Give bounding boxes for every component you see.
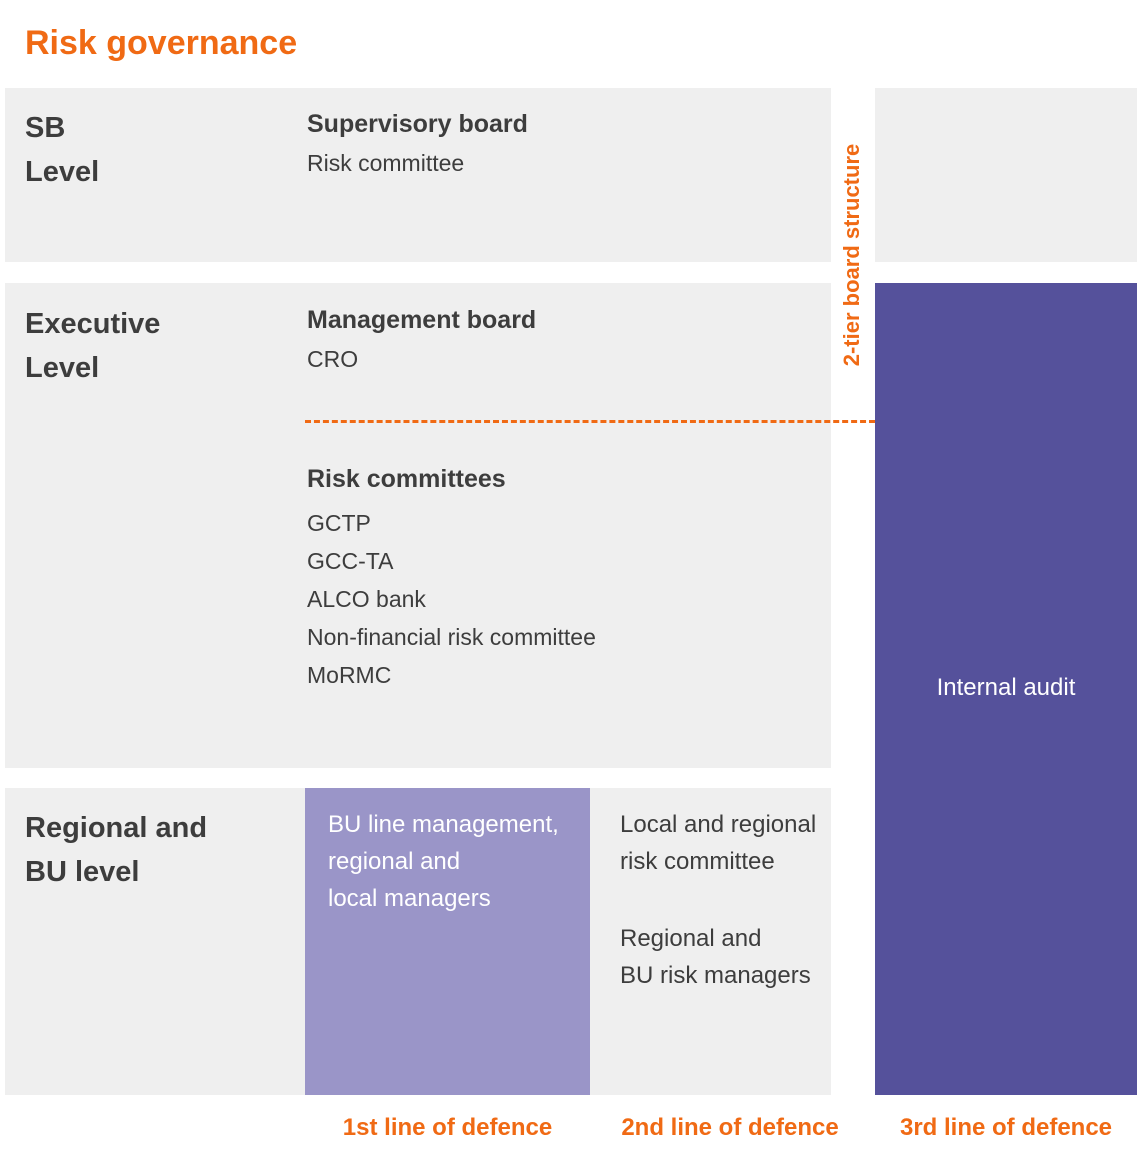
- committee-item: GCC-TA: [307, 548, 394, 574]
- bu-line-management-block: [305, 788, 590, 1095]
- risk-committees-heading: Risk committees: [307, 465, 506, 493]
- regional-bu-label-line1: Regional and: [25, 812, 208, 844]
- top-right-gray-block: [875, 88, 1137, 262]
- committee-item: Non-financial risk committee: [307, 624, 596, 650]
- bu-line-management-text: BU line management, regional and local m…: [328, 806, 559, 917]
- bu-risk-managers-line1: Regional and: [620, 925, 762, 952]
- sb-level-label: SB Level: [25, 106, 99, 194]
- sb-level-label-line1: SB: [25, 112, 66, 144]
- internal-audit-label: Internal audit: [936, 674, 1076, 701]
- executive-level-label-line2: Level: [25, 352, 100, 384]
- bu-line-management-line2: regional and: [328, 848, 461, 875]
- bu-line-management-line1: BU line management,: [328, 811, 559, 838]
- first-line-of-defence-label: 1st line of defence: [342, 1114, 553, 1141]
- management-board-heading: Management board: [307, 306, 537, 334]
- cro-text: CRO: [307, 346, 359, 372]
- bu-line-management-line3: local managers: [328, 885, 491, 912]
- local-regional-line2: risk committee: [620, 848, 775, 875]
- internal-audit-column: [875, 283, 1137, 1095]
- executive-level-band: [5, 283, 831, 768]
- committee-item: GCTP: [307, 510, 371, 536]
- risk-committees-list: Risk committees GCTP GCC-TA ALCO bank No…: [307, 465, 596, 694]
- sb-risk-committee-text: Risk committee: [307, 150, 465, 176]
- bu-risk-managers-line2: BU risk managers: [620, 962, 811, 989]
- local-regional-risk-committee-text: Local and regional risk committee: [620, 806, 816, 880]
- executive-level-label: Executive Level: [25, 302, 160, 390]
- two-tier-board-structure-label: 2-tier board structure: [839, 143, 864, 367]
- dashed-divider: [305, 420, 875, 423]
- page-title: Risk governance: [25, 24, 298, 62]
- sb-level-band: [5, 88, 831, 262]
- committee-item: ALCO bank: [307, 586, 426, 612]
- second-line-of-defence-label: 2nd line of defence: [621, 1114, 839, 1141]
- third-line-of-defence-label: 3rd line of defence: [899, 1114, 1113, 1141]
- regional-bu-risk-managers-text: Regional and BU risk managers: [620, 920, 811, 994]
- supervisory-board-heading: Supervisory board: [307, 110, 528, 138]
- committee-item: MoRMC: [307, 662, 392, 688]
- executive-level-label-line1: Executive: [25, 308, 161, 340]
- local-regional-line1: Local and regional: [620, 811, 817, 838]
- sb-level-label-line2: Level: [25, 156, 100, 188]
- regional-bu-label-line2: BU level: [25, 856, 140, 888]
- regional-bu-level-label: Regional and BU level: [25, 806, 207, 894]
